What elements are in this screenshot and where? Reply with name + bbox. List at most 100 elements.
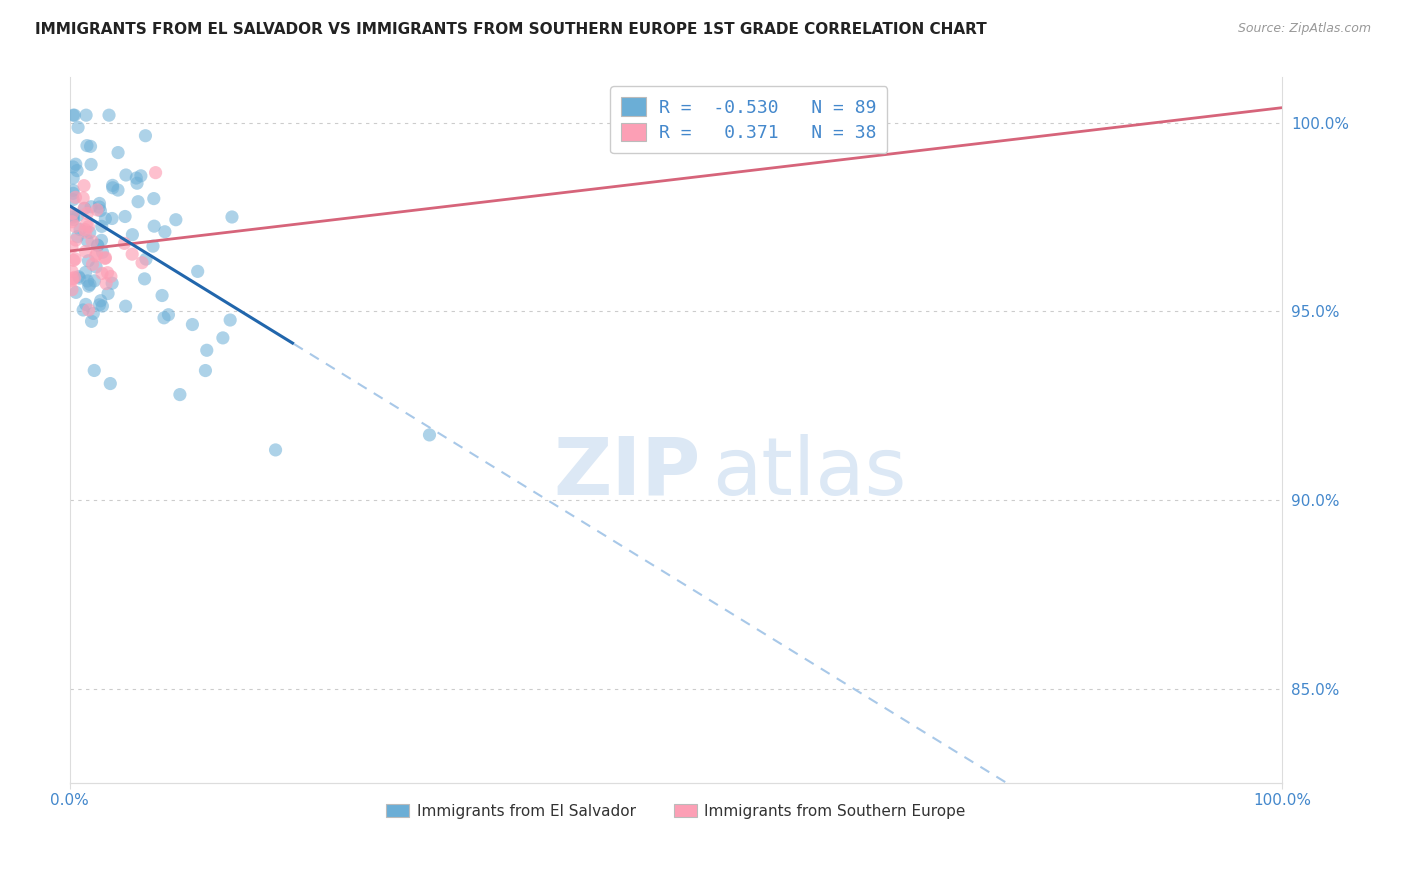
Point [91, 299, 114, 313]
Point [65, 157, 87, 171]
Point [77, 302, 100, 317]
Point [79, 277, 101, 292]
Point [73, 202, 96, 216]
Point [91, 267, 114, 281]
Point [66, 229, 89, 244]
Point [75, 218, 97, 232]
Text: ZIP: ZIP [553, 434, 700, 512]
Point [194, 363, 217, 377]
Point [264, 442, 287, 457]
Point [76, 138, 98, 153]
Point [60, 283, 83, 297]
Point [142, 192, 165, 206]
Point [80, 157, 103, 171]
Point [72, 303, 94, 318]
Point [76, 206, 98, 220]
Point [86, 247, 108, 261]
Point [115, 168, 138, 182]
Point [62, 212, 84, 227]
Point [418, 428, 440, 442]
Point [69, 222, 91, 236]
Point [83, 363, 105, 377]
Point [75, 244, 97, 259]
Point [66, 163, 89, 178]
Legend: Immigrants from El Salvador, Immigrants from Southern Europe: Immigrants from El Salvador, Immigrants … [380, 797, 972, 825]
Point [181, 318, 204, 332]
Point [72, 191, 94, 205]
Point [125, 176, 148, 190]
Point [91, 245, 114, 260]
Point [114, 210, 136, 224]
Point [86, 202, 108, 217]
Point [114, 299, 136, 313]
Point [153, 310, 176, 325]
Point [90, 219, 112, 234]
Point [134, 128, 156, 143]
Point [94, 211, 117, 226]
Point [221, 210, 243, 224]
Point [73, 178, 96, 193]
Point [84, 249, 107, 263]
Point [169, 387, 191, 401]
Point [77, 279, 100, 293]
Text: Source: ZipAtlas.com: Source: ZipAtlas.com [1237, 22, 1371, 36]
Text: IMMIGRANTS FROM EL SALVADOR VS IMMIGRANTS FROM SOUTHERN EUROPE 1ST GRADE CORRELA: IMMIGRANTS FROM EL SALVADOR VS IMMIGRANT… [35, 22, 987, 37]
Point [134, 272, 156, 286]
Point [87, 238, 110, 252]
Point [90, 233, 112, 247]
Point [96, 266, 118, 280]
Point [77, 253, 100, 268]
Point [62, 209, 84, 223]
Point [101, 178, 124, 193]
Point [101, 211, 124, 226]
Point [66, 209, 89, 223]
Point [60, 264, 83, 278]
Point [65, 233, 87, 247]
Point [82, 306, 104, 320]
Point [90, 293, 112, 308]
Point [100, 269, 122, 284]
Point [63, 270, 86, 285]
Point [63, 108, 86, 122]
Point [75, 225, 97, 239]
Point [165, 212, 187, 227]
Point [157, 308, 180, 322]
Point [62, 171, 84, 186]
Point [76, 274, 98, 288]
Point [62, 193, 84, 207]
Point [142, 239, 165, 253]
Point [114, 236, 136, 251]
Text: atlas: atlas [713, 434, 907, 512]
Point [125, 171, 148, 186]
Point [89, 203, 111, 218]
Point [94, 252, 117, 266]
Point [135, 252, 157, 266]
Point [98, 108, 121, 122]
Point [195, 343, 218, 358]
Point [62, 183, 84, 197]
Point [153, 225, 176, 239]
Point [75, 108, 97, 122]
Point [86, 238, 108, 252]
Point [69, 271, 91, 285]
Point [84, 260, 107, 274]
Point [127, 194, 149, 209]
Point [129, 169, 152, 183]
Point [101, 277, 124, 291]
Point [73, 222, 96, 236]
Point [212, 331, 235, 345]
Point [62, 271, 84, 285]
Point [60, 240, 83, 254]
Point [143, 219, 166, 234]
Point [219, 313, 242, 327]
Point [79, 139, 101, 153]
Point [80, 200, 103, 214]
Point [89, 200, 111, 214]
Point [83, 274, 105, 288]
Point [73, 202, 96, 216]
Point [62, 253, 84, 268]
Point [77, 219, 100, 234]
Point [89, 298, 111, 312]
Point [131, 255, 153, 269]
Point [62, 186, 84, 201]
